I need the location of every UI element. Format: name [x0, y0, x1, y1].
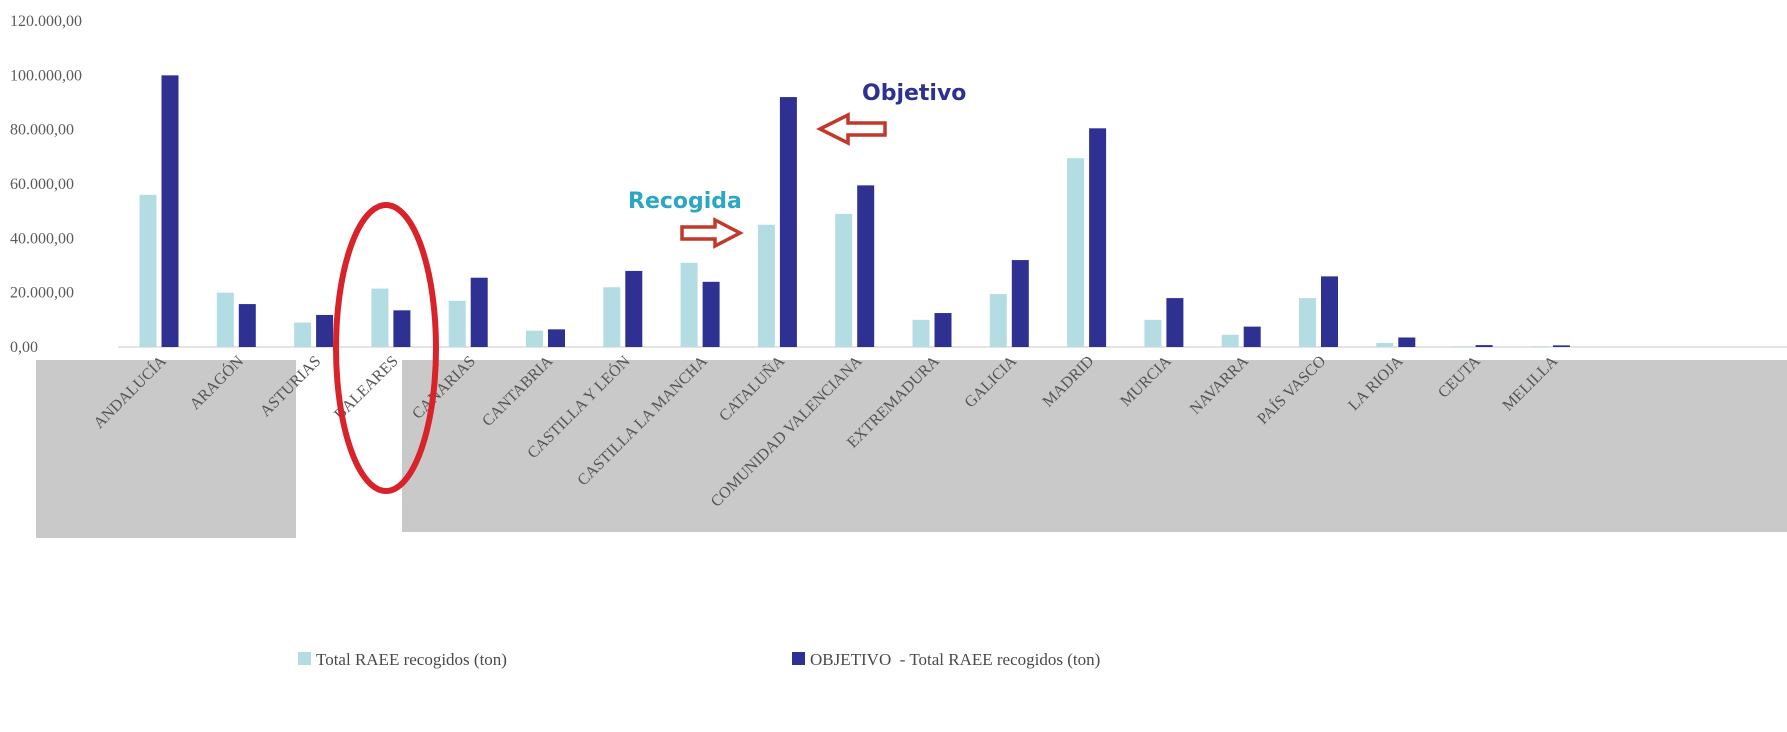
bar-recogidos: [448, 300, 466, 347]
bars: [139, 75, 1570, 347]
highlight-ellipse: [333, 202, 439, 494]
bar-recogidos: [603, 287, 621, 347]
y-tick-label: 100.000,00: [10, 67, 82, 84]
bar-recogidos: [1299, 298, 1316, 347]
bar-objetivo: [1398, 337, 1416, 347]
bar-recogidos: [139, 194, 157, 347]
bar-objetivo: [238, 304, 256, 347]
bar-recogidos: [912, 319, 930, 347]
bar-recogidos: [680, 262, 698, 347]
bar-recogidos: [526, 330, 543, 347]
bar-objetivo: [548, 329, 565, 347]
bar-objetivo: [857, 185, 875, 347]
recogida-arrow: [680, 217, 744, 249]
legend-swatch-recogidos: [298, 652, 311, 665]
bar-objetivo: [1475, 345, 1493, 347]
legend: Total RAEE recogidos (ton) OBJETIVO - To…: [298, 650, 1100, 669]
bar-recogidos: [1376, 342, 1394, 347]
bar-objetivo: [779, 97, 797, 347]
bar-objetivo: [702, 281, 720, 347]
bar-objetivo: [1089, 128, 1107, 347]
bar-recogidos: [1067, 158, 1085, 347]
bar-recogidos: [1453, 346, 1471, 347]
bar-recogidos: [835, 213, 853, 347]
label-background-right: [402, 360, 1787, 532]
bar-recogidos: [1221, 334, 1239, 347]
bar-objetivo: [1243, 326, 1261, 347]
objetivo-arrow: [816, 112, 887, 146]
legend-label-recogidos: Total RAEE recogidos (ton): [316, 650, 507, 669]
bar-objetivo: [393, 310, 411, 347]
annotation-recogida: Recogida: [628, 189, 742, 214]
bar-objetivo: [625, 270, 643, 347]
bar-objetivo: [470, 277, 488, 347]
y-tick-label: 0,00: [10, 339, 38, 356]
label-background: [36, 360, 1787, 538]
y-tick-label: 120.000,00: [10, 13, 82, 30]
annotation-objetivo: Objetivo: [862, 81, 966, 106]
bar-recogidos: [294, 322, 312, 347]
bar-recogidos: [1530, 346, 1548, 347]
y-tick-label: 20.000,00: [10, 285, 74, 302]
y-axis: 0,00 20.000,00 40.000,00 60.000,00 80.000,00…: [10, 13, 82, 356]
legend-swatch-objetivo: [792, 652, 805, 665]
legend-label-objetivo: OBJETIVO - Total RAEE recogidos (ton): [810, 650, 1100, 669]
bar-recogidos: [1144, 319, 1162, 347]
y-tick-label: 80.000,00: [10, 122, 74, 139]
bar-recogidos: [216, 292, 234, 347]
bar-recogidos: [371, 288, 389, 347]
bar-objetivo: [1552, 345, 1570, 347]
bar-objetivo: [1166, 298, 1184, 347]
y-tick-label: 40.000,00: [10, 230, 74, 247]
bar-recogidos: [757, 224, 775, 347]
bar-objetivo: [934, 313, 952, 347]
label-background-left: [36, 360, 296, 538]
bar-objetivo: [1321, 276, 1338, 347]
bar-objetivo: [1011, 260, 1029, 347]
y-tick-label: 60.000,00: [10, 176, 74, 193]
bar-recogidos: [989, 294, 1007, 347]
bar-objetivo: [316, 314, 334, 347]
bar-objetivo: [161, 75, 179, 347]
